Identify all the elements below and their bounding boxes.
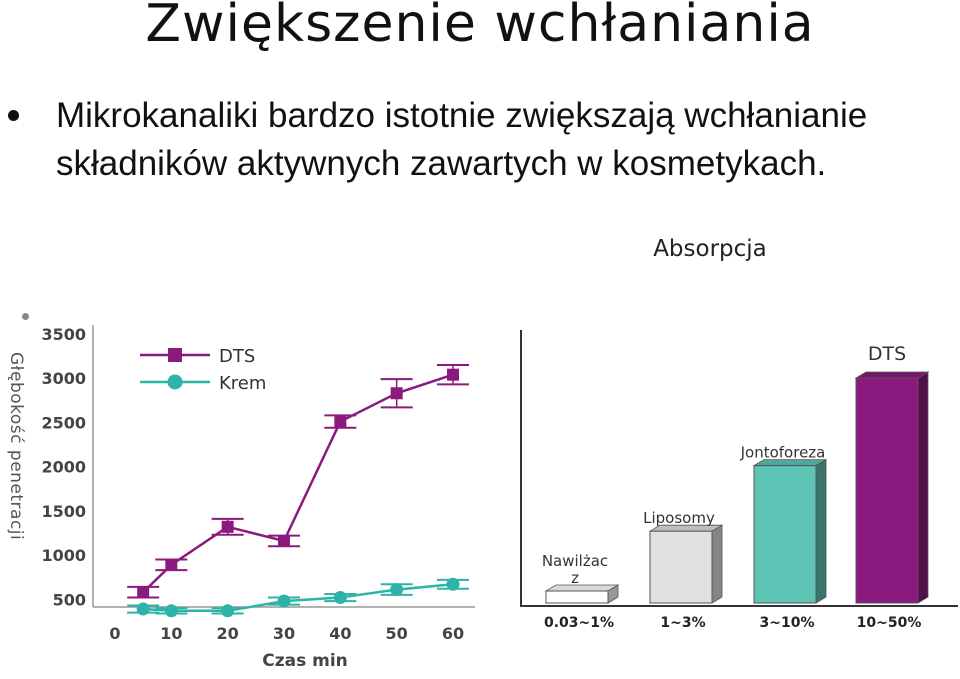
x-tick-label: 10 bbox=[160, 624, 182, 643]
bullet-icon bbox=[8, 110, 19, 121]
legend-label: DTS bbox=[219, 346, 255, 367]
bar-name-label: Jontoforeza bbox=[740, 444, 826, 462]
y-tick-label: 1500 bbox=[41, 502, 86, 521]
data-point-krem bbox=[221, 604, 235, 618]
data-point-dts bbox=[221, 520, 234, 533]
x-tick-label: 0 bbox=[109, 624, 120, 643]
bar bbox=[545, 590, 609, 604]
bullet-line-2: składników aktywnych zawartych w kosmety… bbox=[56, 144, 827, 183]
bullet-text: Mikrokanaliki bardzo istotnie zwiększają… bbox=[56, 92, 956, 188]
y-tick-label: 3500 bbox=[41, 325, 86, 344]
x-tick-label: 40 bbox=[329, 624, 351, 643]
small-bullet-icon bbox=[22, 313, 29, 320]
y-tick-label: 500 bbox=[53, 590, 86, 609]
data-point-krem bbox=[277, 594, 291, 608]
bar-side bbox=[815, 458, 827, 604]
x-tick-label: 60 bbox=[442, 624, 464, 643]
x-tick-label: 50 bbox=[386, 624, 408, 643]
data-point-dts bbox=[390, 387, 403, 400]
data-point-dts bbox=[447, 368, 459, 381]
bar-name-label: z bbox=[571, 569, 579, 587]
bar-category-label: 3~10% bbox=[760, 615, 815, 631]
bar-side bbox=[917, 371, 929, 604]
y-tick-label: 2500 bbox=[41, 413, 86, 432]
legend-marker-dts bbox=[168, 348, 182, 362]
slide-title: Zwiększenie wchłaniania bbox=[145, 0, 815, 54]
data-point-krem bbox=[333, 591, 347, 605]
data-point-dts bbox=[278, 534, 290, 547]
absorption-chart-title: Absorpcja bbox=[653, 236, 767, 262]
bullet-line-1: Mikrokanaliki bardzo istotnie zwiększają… bbox=[56, 96, 868, 135]
bar-name-label: Liposomy bbox=[643, 509, 715, 527]
bar-category-label: 1~3% bbox=[660, 615, 705, 631]
data-point-krem bbox=[446, 577, 460, 591]
bar-category-label: 0.03~1% bbox=[544, 615, 614, 631]
line-chart-legend: DTS Krem bbox=[140, 346, 266, 394]
bar-name-label: Nawilżac bbox=[542, 552, 608, 570]
line-chart-ylabel: Głębokość penetracji bbox=[6, 352, 26, 541]
bar bbox=[753, 465, 817, 604]
bar-top bbox=[544, 584, 620, 592]
data-point-krem bbox=[164, 604, 178, 618]
data-point-dts bbox=[165, 558, 178, 571]
x-tick-label: 20 bbox=[217, 624, 239, 643]
y-tick-label: 3000 bbox=[41, 369, 86, 388]
data-point-krem bbox=[390, 583, 404, 597]
legend-label: Krem bbox=[219, 373, 266, 394]
bar-side bbox=[711, 524, 723, 604]
bar-top bbox=[854, 371, 930, 379]
line-chart-axes: 500 1000 1500 2000 2500 3000 3500 0 10 20 30 40 50 60… bbox=[41, 325, 475, 671]
line-chart-series bbox=[127, 363, 469, 618]
bar bbox=[855, 377, 919, 604]
data-point-dts bbox=[137, 586, 150, 599]
bar-name-label: DTS bbox=[868, 343, 906, 365]
line-chart-xlabel: Czas min bbox=[262, 651, 348, 671]
legend-marker-krem bbox=[167, 374, 183, 390]
bar bbox=[649, 530, 713, 604]
y-tick-label: 2000 bbox=[41, 458, 86, 477]
x-tick-label: 30 bbox=[273, 624, 295, 643]
bar-category-label: 10~50% bbox=[857, 615, 922, 631]
data-point-krem bbox=[136, 602, 150, 616]
data-point-dts bbox=[334, 415, 347, 428]
y-tick-label: 1000 bbox=[41, 546, 86, 565]
